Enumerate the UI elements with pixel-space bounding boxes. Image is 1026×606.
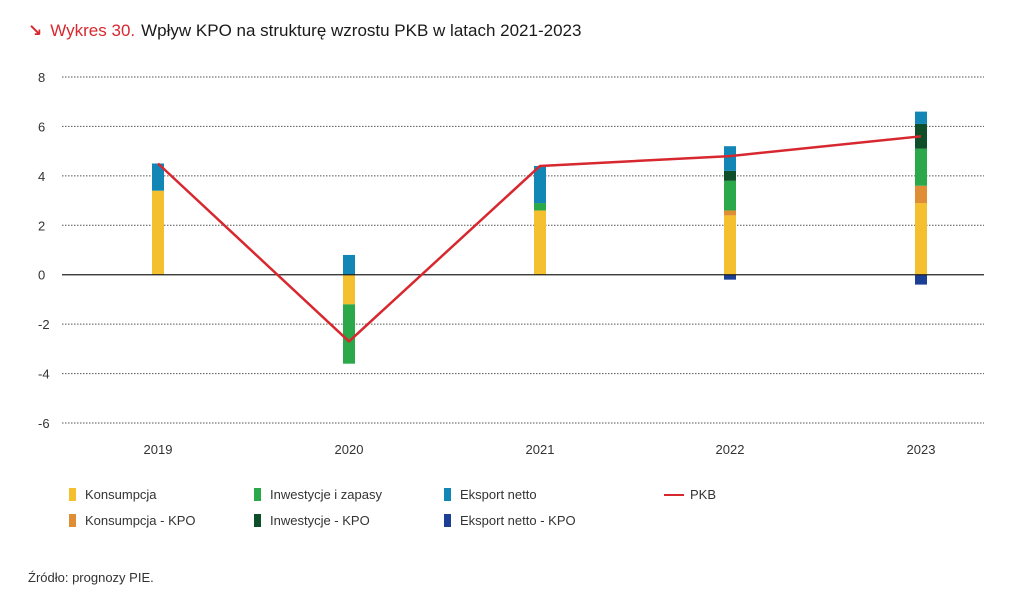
y-tick-label: 0 [38, 268, 45, 283]
arrow-down-right-icon: ↘ [28, 21, 43, 40]
chart-header: ↘ Wykres 30. Wpływ KPO na strukturę wzrost… [28, 21, 581, 41]
legend-swatch [444, 488, 451, 501]
bar-segment [724, 215, 736, 275]
bar-segment [915, 111, 927, 124]
legend-swatch [254, 488, 261, 501]
bar-segment [915, 148, 927, 186]
x-tick-label: 2019 [144, 442, 173, 457]
x-tick-label: 2022 [716, 442, 745, 457]
legend-label: Eksport netto - KPO [460, 513, 576, 528]
legend-item: Inwestycje i zapasy [254, 487, 382, 502]
legend-label: Inwestycje i zapasy [270, 487, 382, 502]
legend-item: PKB [664, 487, 716, 502]
chart-title: Wpływ KPO na strukturę wzrostu PKB w lat… [141, 21, 582, 40]
pkb-line [157, 135, 922, 343]
bar-segment [152, 163, 164, 191]
x-tick-label: 2021 [526, 442, 555, 457]
legend-swatch [69, 488, 76, 501]
y-tick-label: -4 [38, 367, 50, 382]
bar-segment [724, 274, 736, 280]
legend-label: Inwestycje - KPO [270, 513, 370, 528]
source-note: Źródło: prognozy PIE. [28, 570, 154, 585]
y-tick-label: 2 [38, 218, 45, 233]
bar-segment [724, 180, 736, 211]
bar-segment [534, 203, 546, 211]
x-tick-label: 2020 [335, 442, 364, 457]
legend-label: Konsumpcja [85, 487, 157, 502]
legend-item: Inwestycje - KPO [254, 513, 370, 528]
chart-number: Wykres 30. [50, 21, 136, 40]
bar-segment [724, 210, 736, 216]
bar-segment [152, 190, 164, 275]
bar-segment [724, 170, 736, 181]
bar-segment [343, 254, 355, 275]
legend-swatch [444, 514, 451, 527]
y-tick-label: 6 [38, 119, 45, 134]
legend-item: Konsumpcja [69, 487, 157, 502]
bar-segment [915, 185, 927, 204]
y-tick-label: -6 [38, 416, 50, 431]
legend-item: Eksport netto [444, 487, 537, 502]
legend-swatch [664, 493, 684, 496]
bar-segment [915, 203, 927, 275]
legend-swatch [254, 514, 261, 527]
legend-label: Konsumpcja - KPO [85, 513, 196, 528]
bar-segment [724, 146, 736, 171]
legend-item: Eksport netto - KPO [444, 513, 576, 528]
legend-item: Konsumpcja - KPO [69, 513, 196, 528]
legend-label: Eksport netto [460, 487, 537, 502]
bar-segment [534, 210, 546, 275]
bar-segment [534, 165, 546, 204]
y-tick-label: -2 [38, 317, 50, 332]
legend-swatch [69, 514, 76, 527]
bar-segment [915, 274, 927, 285]
x-tick-label: 2023 [907, 442, 936, 457]
y-tick-label: 4 [38, 169, 45, 184]
y-tick-label: 8 [38, 70, 45, 85]
legend-label: PKB [690, 487, 717, 502]
chart-area: 8 6 4 2 0 -2 -4 -6 2019 2020 2021 2022 2023 [38, 70, 984, 457]
bar-segment [343, 274, 355, 305]
bar-segment [343, 304, 355, 364]
